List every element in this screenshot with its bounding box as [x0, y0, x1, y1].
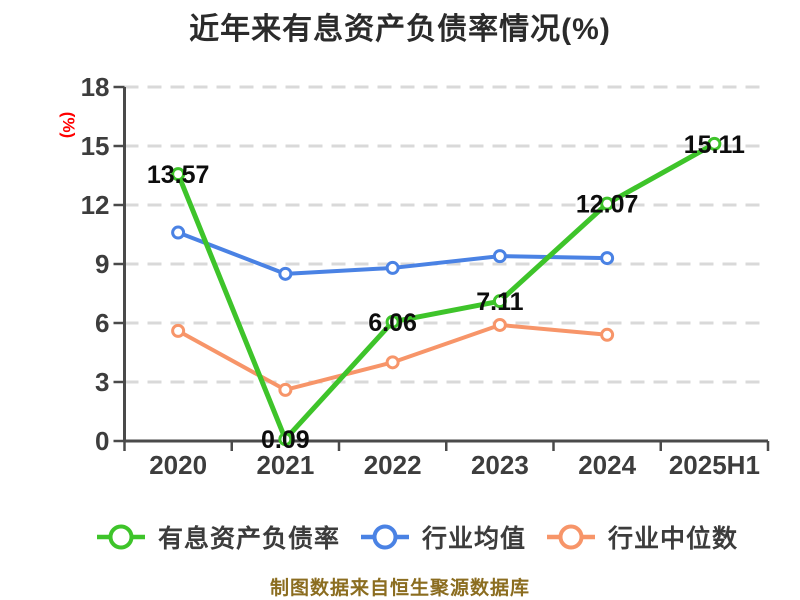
y-tick-label: 9	[95, 249, 109, 279]
chart-title: 近年来有息资产负债率情况(%)	[189, 13, 611, 46]
data-point-marker	[385, 314, 400, 329]
y-tick-label: 3	[95, 367, 109, 397]
y-tick-label: 6	[95, 308, 109, 338]
data-point-marker	[492, 249, 507, 264]
data-point-label: 0.09	[261, 426, 310, 454]
legend-marker-industry-median	[547, 524, 596, 550]
data-point-label: 6.06	[368, 309, 417, 337]
data-point-marker	[171, 167, 186, 182]
data-point-marker	[600, 327, 615, 342]
x-tick-label: 2021	[256, 450, 314, 480]
y-axis-unit-label: (%)	[59, 112, 78, 138]
y-tick-label: 18	[81, 72, 110, 102]
data-point-marker	[171, 323, 186, 338]
x-tick-label: 2020	[149, 450, 207, 480]
data-point-marker	[492, 294, 507, 309]
legend-marker-debt-ratio	[97, 524, 145, 550]
data-point-marker	[385, 260, 400, 275]
legend-label-debt-ratio: 有息资产负债率	[158, 525, 341, 553]
legend-item-industry-median[interactable]: 行业中位数	[546, 519, 738, 555]
legend-item-industry-mean[interactable]: 行业均值	[360, 519, 526, 555]
y-tick-label: 0	[95, 426, 109, 456]
y-tick-label: 12	[81, 190, 110, 220]
data-point-marker	[492, 317, 507, 332]
legend-label-industry-median: 行业中位数	[608, 525, 739, 553]
data-point-marker	[171, 225, 186, 240]
x-tick-label: 2025H1	[669, 450, 760, 480]
data-point-marker	[707, 136, 722, 151]
data-point-marker	[278, 382, 293, 397]
data-point-marker	[278, 266, 293, 281]
x-tick-label: 2023	[471, 450, 529, 480]
data-point-label: 13.57	[147, 161, 210, 189]
data-point-marker	[278, 432, 293, 447]
legend-label-industry-mean: 行业均值	[422, 525, 527, 553]
source-note: 制图数据来自恒生聚源数据库	[269, 578, 530, 599]
plot-area: 0 3 6 9 12 15 18 2020 2021 2022 2023 2024 2025H1 (%) 1…	[59, 72, 770, 480]
data-point-marker	[600, 196, 615, 211]
x-tick-label: 2024	[578, 450, 636, 480]
data-point-label: 12.07	[576, 191, 639, 219]
data-point-label: 7.11	[476, 288, 523, 316]
data-point-label: 15.11	[684, 131, 745, 159]
legend-marker-industry-mean	[361, 524, 410, 550]
legend: 有息资产负债率 行业均值 行业中位数	[96, 519, 738, 555]
y-tick-label: 15	[81, 131, 110, 161]
data-point-marker	[385, 355, 400, 370]
series-line-0	[175, 141, 716, 442]
legend-item-debt-ratio[interactable]: 有息资产负债率	[96, 519, 340, 555]
x-tick-label: 2022	[364, 450, 422, 480]
data-point-marker	[600, 251, 615, 266]
